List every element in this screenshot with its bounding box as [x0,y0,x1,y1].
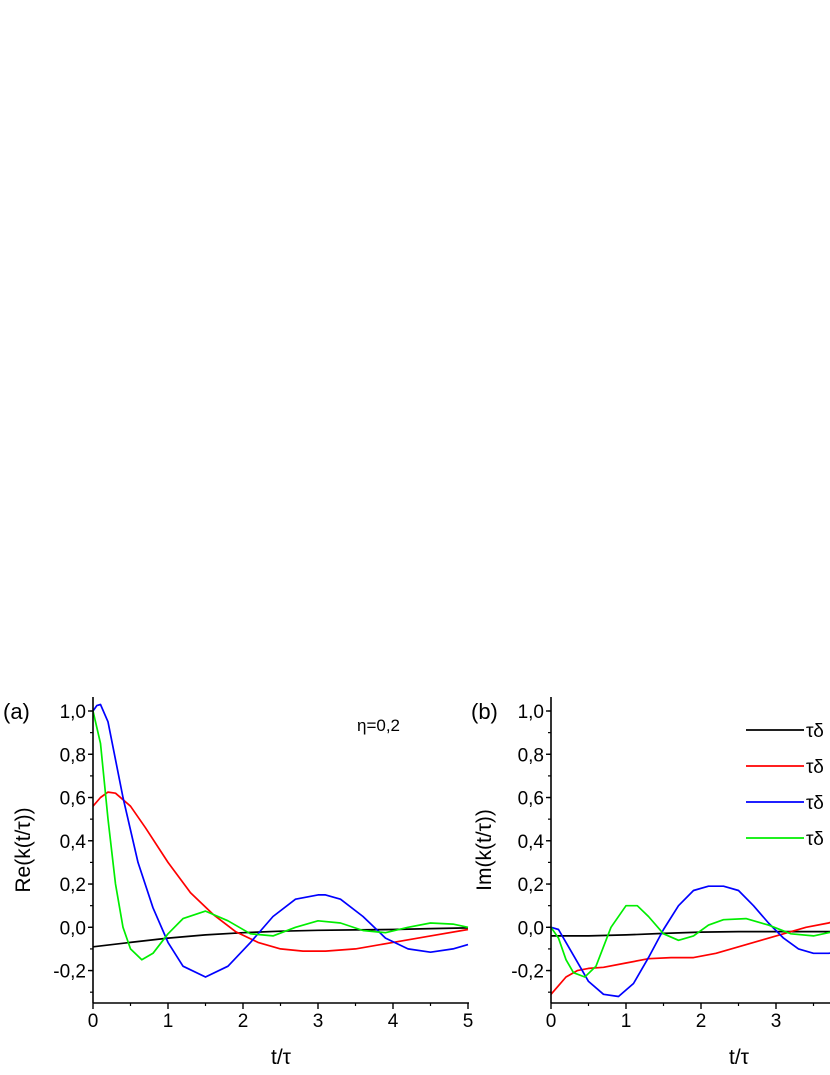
series-b-green-line [551,904,830,978]
series-a-blue-line [93,703,469,978]
y-tick-label-a-4: 0,6 [60,789,86,810]
legend-label-3: τδ [806,829,824,850]
x-tick-label-a-2: 2 [238,1011,249,1032]
x-tick-label-b-2: 2 [696,1011,707,1032]
series-b-red-line [551,921,830,995]
panel-b-axes [550,697,830,1004]
series-b-blue-line [551,885,830,998]
legend-label-0: τδ [806,721,824,742]
x-tick-label-b-0: 0 [546,1011,557,1032]
y-tick-label-a-0: -0,2 [53,962,86,983]
legend-label-1: τδ [806,757,824,778]
y-tick-label-b-0: -0,2 [511,962,544,983]
panel-b-legend: τδ τδ τδ τδ [746,721,824,850]
x-tick-label-b-3: 3 [771,1011,782,1032]
panel-a: (a) Re(k(t/τ)) t/τ η=0,2 -0,2 0,0 0,2 0,4 0,… [3,697,473,1069]
panel-b-ticks: -0,2 0,0 0,2 0,4 0,6 0,8 1,0 0 1 2 3 [511,702,815,1032]
y-tick-label-a-6: 1,0 [60,702,86,723]
x-tick-label-a-3: 3 [313,1011,324,1032]
panel-b-xlabel: t/τ [729,1046,750,1069]
y-tick-label-b-6: 1,0 [518,702,544,723]
y-tick-label-b-3: 0,4 [518,832,545,853]
y-tick-label-a-2: 0,2 [60,875,86,896]
panel-a-xlabel: t/τ [271,1046,292,1069]
panel-a-series [93,703,469,978]
panel-b: (b) Im(k(t/τ)) t/τ -0,2 0,0 0,2 0,4 0,6 0,8 1,… [471,697,830,1069]
legend-label-2: τδ [806,793,824,814]
x-tick-label-a-1: 1 [163,1011,174,1032]
x-tick-label-a-4: 4 [388,1011,399,1032]
x-tick-label-a-0: 0 [88,1011,99,1032]
panel-a-annotation: η=0,2 [357,716,400,735]
x-tick-label-a-5: 5 [463,1011,474,1032]
panel-b-ylabel: Im(k(t/τ)) [473,809,496,891]
panel-b-label: (b) [471,699,498,724]
series-a-black-line [93,927,469,948]
series-b-black-line [551,930,830,937]
y-tick-label-a-1: 0,0 [60,918,86,939]
y-tick-label-b-1: 0,0 [518,918,544,939]
panel-a-label: (a) [3,699,30,724]
panel-a-axes [92,697,469,1004]
panel-b-series [551,885,830,998]
panel-a-ylabel: Re(k(t/τ)) [12,807,35,892]
y-tick-label-b-4: 0,6 [518,789,544,810]
panel-a-ticks: -0,2 0,0 0,2 0,4 0,6 0,8 1,0 0 1 2 3 4 5 [53,702,473,1032]
y-tick-label-b-2: 0,2 [518,875,544,896]
y-tick-label-b-5: 0,8 [518,745,544,766]
series-a-red-line [93,791,469,952]
y-tick-label-a-5: 0,8 [60,745,86,766]
series-a-green-line [93,710,469,961]
y-tick-label-a-3: 0,4 [60,832,87,853]
x-tick-label-b-1: 1 [621,1011,632,1032]
